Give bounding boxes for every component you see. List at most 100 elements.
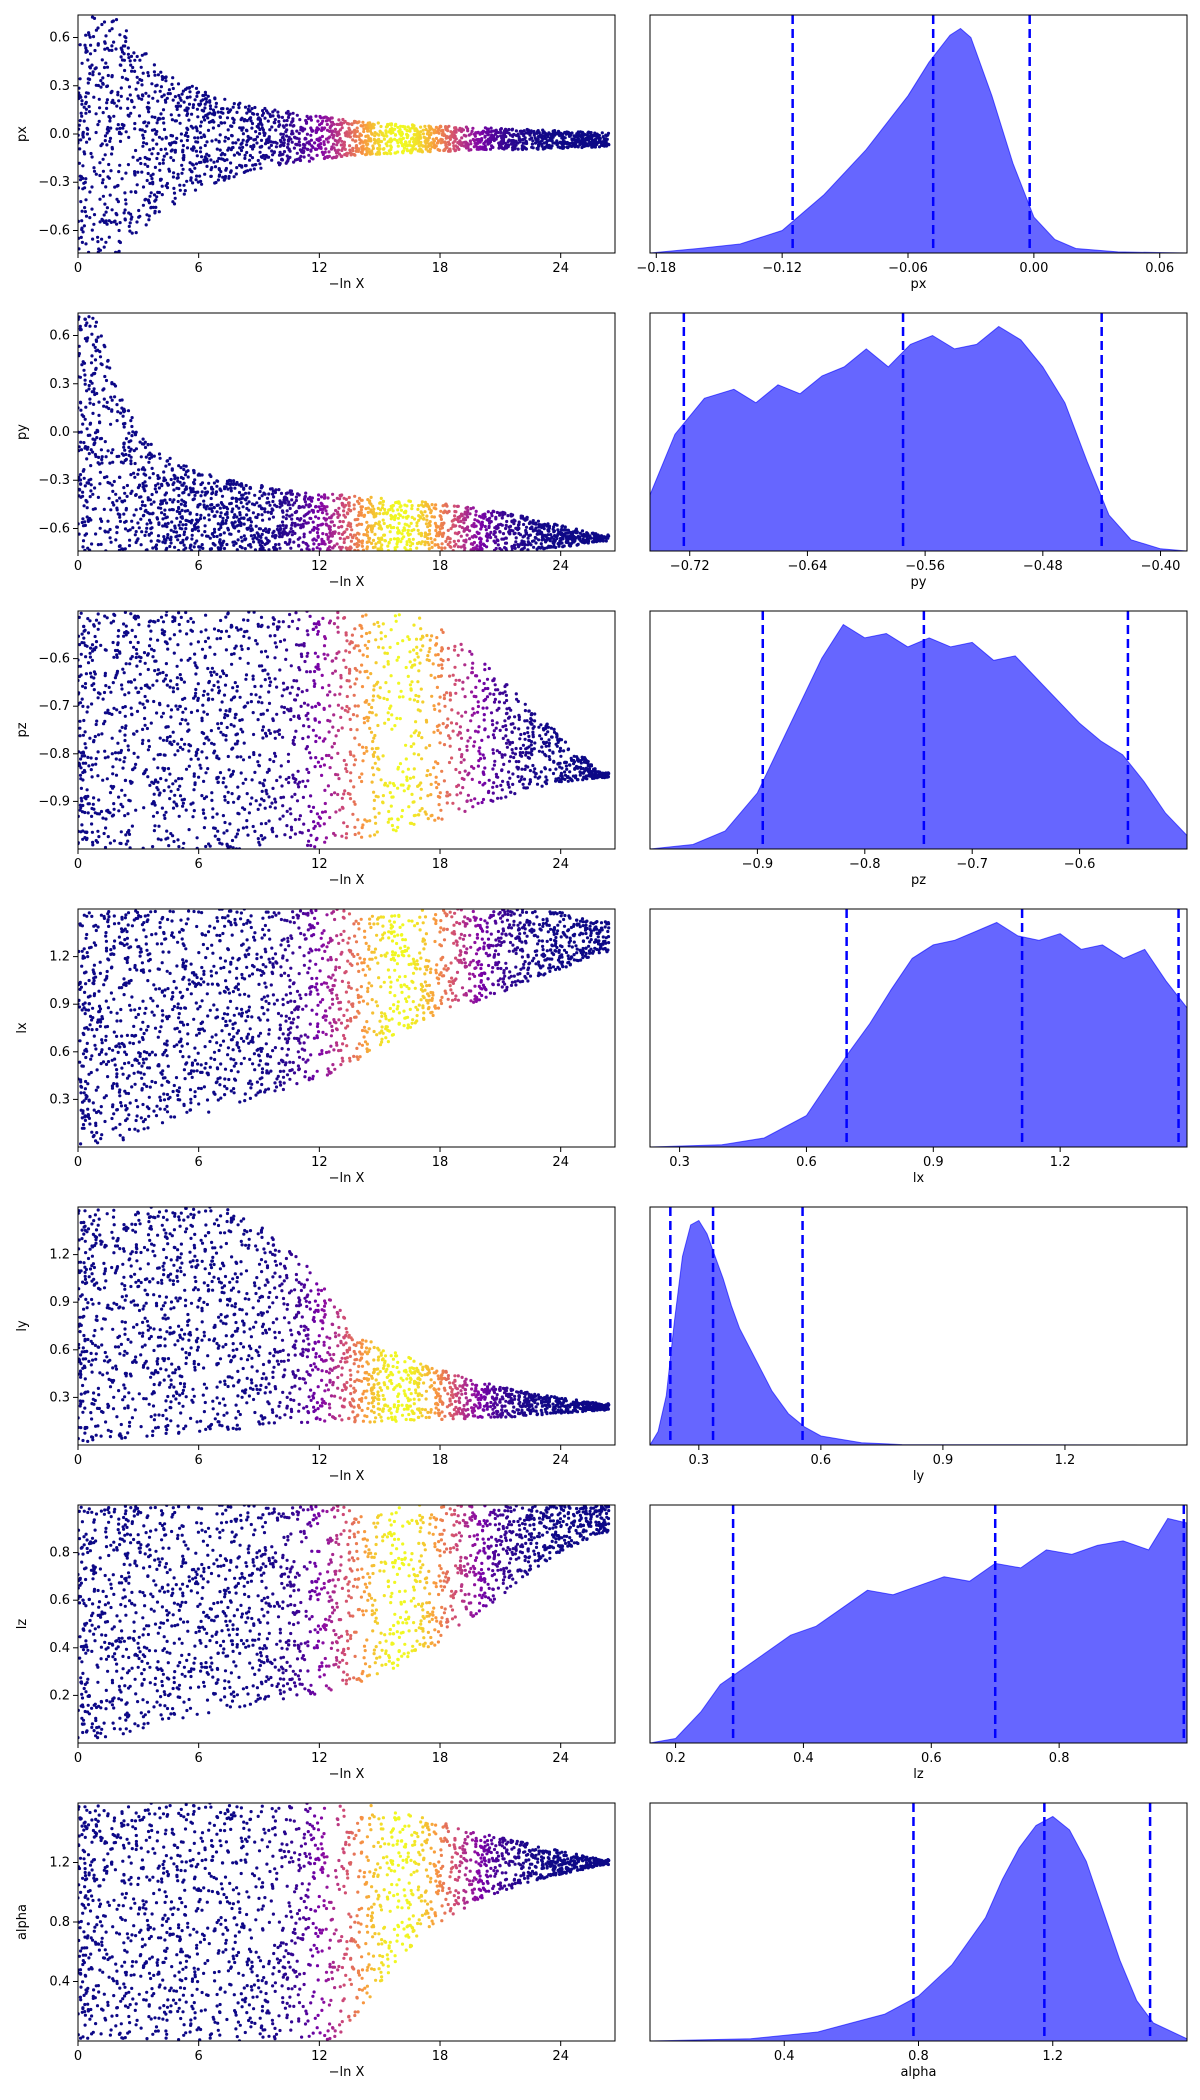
scatter-point: [114, 47, 118, 51]
scatter-point: [84, 214, 89, 218]
scatter-points: [78, 15, 611, 253]
scatter-point: [378, 147, 382, 151]
scatter-point: [525, 141, 529, 146]
scatter-point: [190, 528, 195, 532]
scatter-point: [554, 535, 558, 539]
scatter-point: [410, 529, 414, 533]
scatter-point: [80, 102, 84, 106]
scatter-point: [217, 140, 221, 144]
scatter-point: [141, 185, 146, 189]
scatter-point: [205, 164, 209, 168]
scatter-point: [127, 224, 131, 228]
scatter-point: [421, 128, 425, 132]
scatter-point: [374, 542, 378, 546]
scatter-point: [85, 389, 89, 393]
scatter-point: [167, 169, 172, 173]
scatter-point: [316, 497, 321, 502]
scatter-point: [307, 510, 311, 514]
scatter-point: [530, 142, 535, 146]
scatter-point: [279, 491, 284, 495]
scatter-point: [232, 118, 236, 122]
x-tick-label: 18: [432, 261, 449, 276]
scatter-point: [107, 235, 111, 239]
scatter-point: [211, 118, 215, 123]
scatter-point: [410, 507, 414, 511]
scatter-point: [211, 108, 216, 112]
scatter-point: [105, 143, 109, 147]
scatter-point: [292, 160, 296, 164]
scatter-point: [366, 530, 370, 534]
scatter-point: [96, 83, 100, 88]
scatter-point: [193, 166, 197, 170]
scatter-point: [137, 526, 141, 530]
scatter-point: [94, 366, 98, 370]
scatter-point: [92, 402, 96, 406]
scatter-point: [157, 135, 162, 139]
scatter-point: [295, 509, 299, 513]
scatter-point: [164, 464, 168, 468]
scatter-point: [430, 145, 434, 149]
scatter-point: [558, 140, 562, 144]
scatter-point: [189, 124, 193, 128]
scatter-point: [366, 139, 370, 143]
scatter-point: [355, 545, 359, 549]
scatter-point: [495, 749, 499, 753]
scatter-point: [105, 405, 109, 409]
scatter-point: [181, 801, 185, 805]
scatter-point: [188, 95, 192, 99]
scatter-point: [462, 539, 466, 543]
scatter-point: [257, 496, 262, 500]
scatter-point: [119, 55, 123, 59]
scatter-point: [448, 736, 452, 740]
scatter-point: [160, 137, 164, 141]
scatter-point: [513, 147, 517, 151]
scatter-point: [396, 540, 400, 544]
scatter-point: [264, 527, 268, 531]
scatter-point: [469, 507, 473, 511]
scatter-point: [176, 101, 180, 105]
scatter-point: [203, 158, 208, 162]
scatter-point: [406, 125, 410, 129]
scatter-point: [417, 733, 421, 738]
scatter-point: [196, 525, 200, 529]
scatter-point: [473, 132, 477, 137]
scatter-point: [540, 545, 544, 549]
scatter-point: [335, 150, 339, 154]
scatter-point: [426, 129, 431, 133]
scatter-point: [118, 163, 122, 167]
scatter-point: [97, 247, 101, 251]
scatter-point: [264, 536, 268, 540]
scatter-point: [152, 500, 156, 504]
scatter-point: [371, 694, 376, 698]
scatter-point: [78, 375, 81, 379]
scatter-point: [95, 428, 99, 432]
scatter-point: [347, 495, 351, 500]
x-tick-label: 0.00: [1019, 261, 1048, 276]
scatter-point: [98, 197, 102, 201]
scatter-point: [125, 494, 129, 498]
scatter-point: [501, 512, 505, 516]
scatter-point: [225, 116, 230, 120]
scatter-point: [477, 531, 481, 535]
scatter-point: [345, 527, 349, 531]
scatter-point: [534, 541, 538, 545]
scatter-point: [94, 172, 98, 176]
scatter-point: [307, 159, 311, 163]
scatter-point: [87, 315, 91, 319]
scatter-point: [92, 166, 96, 170]
scatter-point: [346, 535, 350, 540]
scatter-point: [110, 483, 114, 487]
scatter-point: [371, 144, 375, 148]
scatter-point: [496, 130, 500, 135]
scatter-point: [294, 495, 298, 499]
scatter-point: [366, 510, 370, 514]
scatter-point: [409, 521, 413, 526]
scatter-point: [203, 143, 207, 148]
scatter-point: [377, 522, 381, 527]
scatter-point: [200, 182, 204, 186]
scatter-point: [261, 153, 265, 158]
scatter-point: [194, 149, 198, 153]
scatter-point: [216, 110, 220, 114]
scatter-point: [303, 659, 307, 664]
